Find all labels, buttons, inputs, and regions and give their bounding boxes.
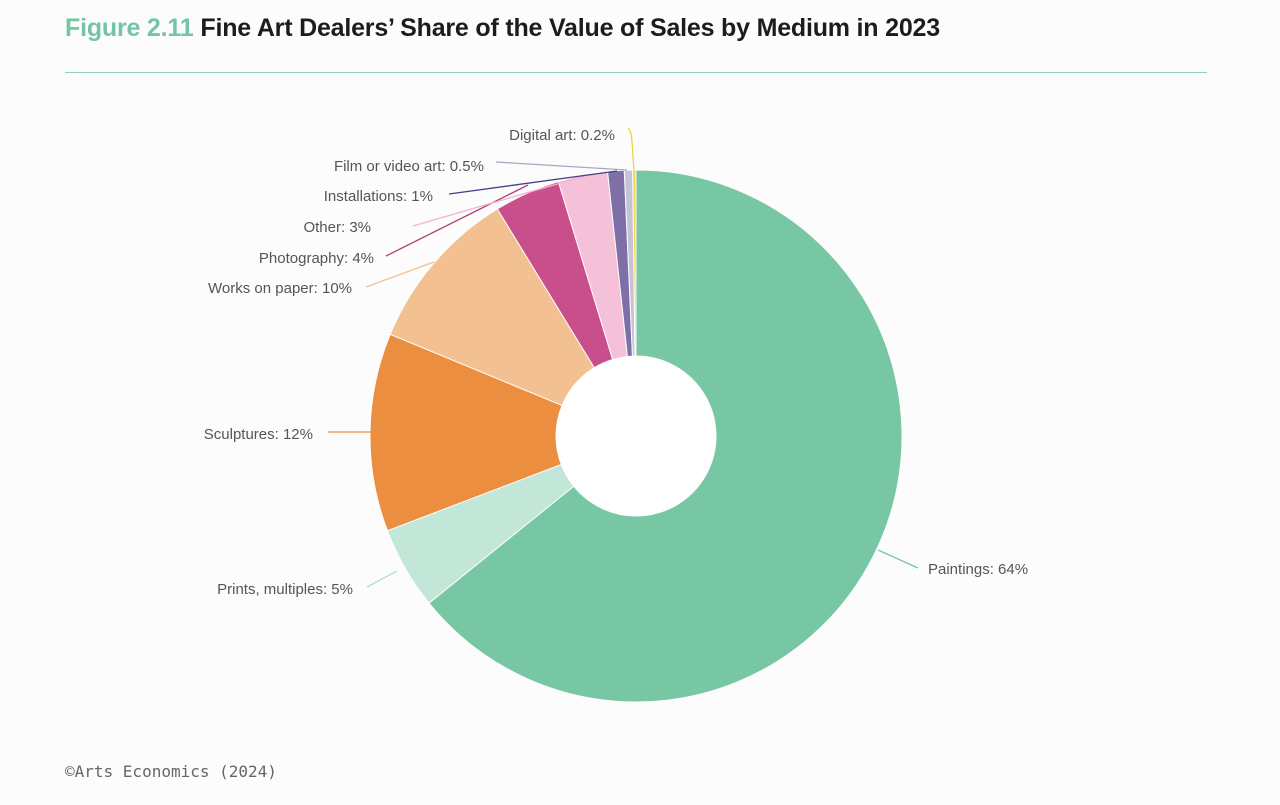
slice-labels: Paintings: 64% Prints, multiples: 5% Sculp… [204,127,1028,598]
slice-label-paintings: Paintings: 64% [928,561,1028,578]
slice-label-digital-art: Digital art: 0.2% [509,127,615,144]
leader-line-prints-multiples [366,570,398,588]
credit-text: ©Arts Economics (2024) [65,762,277,781]
figure-title: Fine Art Dealers’ Share of the Value of … [200,14,940,42]
slice-label-works-on-paper: Works on paper: 10% [208,280,352,297]
leader-line-works-on-paper [365,261,435,288]
donut-hole [556,356,716,516]
figure-number: Figure 2.11 [65,14,194,42]
slice-sculptures [369,333,563,532]
leader-line-other [412,174,589,227]
leader-line-digital-art [627,127,635,171]
slice-label-prints-multiples: Prints, multiples: 5% [217,581,353,598]
leader-line-paintings [877,549,919,569]
leader-line-installations [448,170,618,195]
chart-title: Figure 2.11 Fine Art Dealers’ Share of th… [65,14,940,43]
leader-line-film-or-video-art [495,161,628,171]
slice-label-other: Other: 3% [303,219,371,236]
slice-label-film-or-video-art: Film or video art: 0.5% [334,158,484,175]
slice-label-sculptures: Sculptures: 12% [204,426,313,443]
slice-label-photography: Photography: 4% [259,250,374,267]
leader-line-photography [385,184,529,257]
donut-slices [369,169,903,703]
slice-label-installations: Installations: 1% [324,188,433,205]
title-divider [65,72,1207,73]
